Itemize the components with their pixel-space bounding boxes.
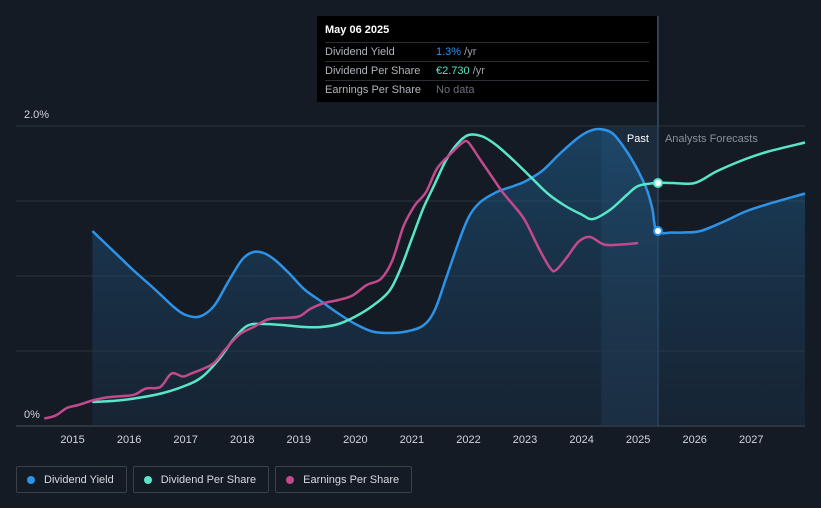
legend-item-dividend-per-share[interactable]: Dividend Per Share [132, 466, 270, 493]
tooltip-date: May 06 2025 [325, 24, 390, 36]
tooltip-label: Dividend Yield [325, 46, 395, 58]
dividend-yield-line [91, 127, 806, 335]
x-tick-label: 2015 [60, 434, 84, 446]
chart-legend: Dividend Yield Dividend Per Share Earnin… [16, 466, 413, 493]
tooltip-value: 1.3% [436, 46, 462, 58]
x-tick-label: 2026 [682, 434, 706, 446]
x-tick-label: 2027 [739, 434, 763, 446]
earnings-per-share-line [43, 139, 639, 420]
y-tick-label-top: 2.0% [24, 109, 49, 121]
dividend-per-share-marker [652, 178, 663, 188]
legend-dot-icon [27, 475, 35, 484]
dividend-yield-marker [652, 226, 663, 236]
series-layer [43, 127, 806, 426]
hover-tooltip: May 06 2025 Dividend Yield 1.3% /yr Divi… [317, 16, 657, 102]
x-tick-label: 2022 [456, 434, 480, 446]
legend-dot-icon [286, 475, 295, 484]
x-axis: 2015 2016 2017 2018 2019 2020 2021 2022 2023 2024… [60, 434, 763, 446]
x-tick-label: 2024 [569, 434, 593, 446]
x-tick-label: 2021 [400, 434, 424, 446]
tooltip-value: €2.730 [436, 65, 470, 77]
tooltip-row-eps: Earnings Per Share No data [325, 80, 649, 99]
tooltip-value: No data [436, 84, 475, 96]
tooltip-row-dps: Dividend Per Share €2.730 /yr [325, 61, 649, 80]
legend-item-earnings-per-share[interactable]: Earnings Per Share [275, 466, 413, 493]
tooltip-label: Dividend Per Share [325, 65, 421, 77]
past-label: Past [627, 133, 649, 145]
legend-label: Earnings Per Share [303, 473, 400, 486]
x-tick-label: 2020 [343, 434, 367, 446]
legend-label: Dividend Yield [44, 473, 114, 486]
x-tick-label: 2025 [626, 434, 650, 446]
tooltip-suffix: /yr [469, 65, 485, 77]
y-tick-label-bottom: 0% [24, 409, 40, 421]
x-tick-label: 2023 [513, 434, 537, 446]
tooltip-label: Earnings Per Share [325, 84, 421, 96]
legend-label: Dividend Per Share [160, 473, 257, 486]
x-tick-label: 2018 [230, 434, 254, 446]
legend-item-dividend-yield[interactable]: Dividend Yield [16, 466, 127, 493]
tooltip-suffix: /yr [461, 46, 477, 58]
forecast-label: Analysts Forecasts [665, 133, 758, 145]
x-tick-label: 2017 [173, 434, 197, 446]
dividend-yield-area [92, 128, 805, 426]
x-tick-label: 2019 [287, 434, 311, 446]
legend-dot-icon [143, 475, 152, 484]
tooltip-row-yield: Dividend Yield 1.3% /yr [325, 42, 649, 61]
x-tick-label: 2016 [117, 434, 141, 446]
